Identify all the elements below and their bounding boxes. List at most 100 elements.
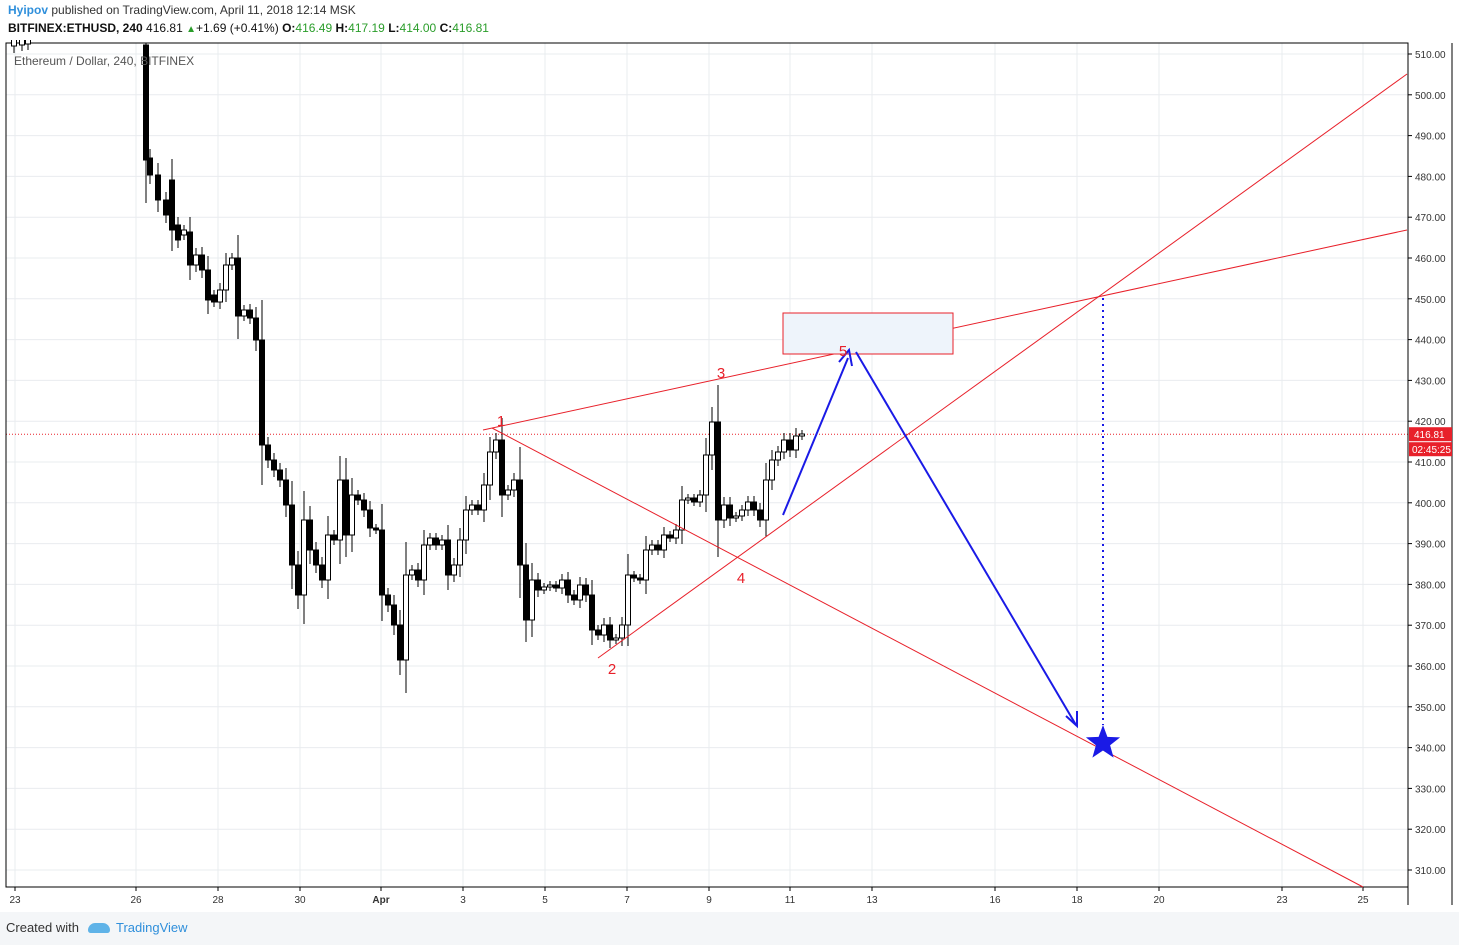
author-link[interactable]: Hyipov	[8, 3, 49, 17]
y-tick-label: 510.00	[1415, 50, 1446, 61]
x-tick-label: 16	[989, 895, 1001, 906]
candle-body	[259, 339, 265, 446]
candle-body	[751, 501, 757, 511]
x-tick-label: 5	[542, 895, 548, 906]
footer: Created with TradingView	[0, 912, 1459, 945]
star-icon	[1085, 725, 1121, 758]
tradingview-logo[interactable]: TradingView	[88, 920, 188, 935]
cloud-icon	[88, 922, 110, 933]
last-price: 416.81	[146, 21, 183, 35]
candle-body	[337, 479, 343, 541]
candle-body	[241, 309, 247, 317]
candle-body	[721, 504, 727, 521]
candle-body	[349, 494, 355, 536]
candle-body	[649, 544, 655, 551]
candle-body	[265, 444, 271, 461]
drawings: 1 2 3 4 5	[482, 73, 1408, 888]
x-tick-label: 18	[1071, 895, 1083, 906]
candle-body	[589, 594, 595, 631]
candle-body	[709, 421, 715, 456]
candle-body	[637, 577, 643, 581]
high-value: 417.19	[348, 21, 385, 35]
candle-body	[727, 504, 733, 519]
y-tick-label: 490.00	[1415, 132, 1446, 143]
candle-body	[415, 569, 421, 581]
y-tick-label: 430.00	[1415, 376, 1446, 387]
candle-body	[757, 509, 763, 521]
candle-body	[673, 529, 679, 539]
close-label: C:	[439, 21, 453, 35]
candle-body	[155, 174, 161, 201]
candle-body	[625, 574, 631, 626]
candle-body	[763, 479, 769, 521]
candle-body	[793, 435, 799, 451]
y-tick-label: 480.00	[1415, 172, 1446, 183]
x-tick-label: 11	[785, 895, 796, 906]
candle-body	[493, 439, 499, 453]
time-axis[interactable]: 23 26 28 30 Apr 3 5 7 9 11 13 16 18 20 23 25	[9, 887, 1369, 906]
y-tick-label: 380.00	[1415, 580, 1446, 591]
timer-tag-box	[1409, 442, 1452, 457]
y-tick-label: 330.00	[1415, 784, 1446, 795]
x-tick-label: 26	[130, 895, 142, 906]
candle-body	[205, 269, 211, 301]
candle-body	[787, 439, 793, 451]
candle-body	[553, 584, 559, 589]
chart-title: Ethereum / Dollar, 240, BITFINEX	[14, 54, 194, 68]
publish-info: Hyipov published on TradingView.com, Apr…	[8, 3, 356, 17]
chart-area[interactable]: 510.00 500.00 490.00 480.00 470.00 460.00 450.…	[0, 40, 1459, 910]
price-tag: 416.81	[1414, 430, 1445, 441]
y-tick-label: 440.00	[1415, 336, 1446, 347]
candle-body	[559, 579, 565, 589]
x-tick-label: 9	[706, 895, 712, 906]
candle-body	[409, 569, 415, 576]
candle-body	[799, 433, 805, 437]
candle-body	[325, 534, 331, 581]
candle-body	[607, 624, 613, 641]
candle-body	[565, 579, 571, 596]
projection-arrow-up	[782, 357, 849, 516]
y-tick-label: 450.00	[1415, 295, 1446, 306]
candle-body	[523, 564, 529, 621]
chart-header: Hyipov published on TradingView.com, Apr…	[0, 0, 1459, 40]
support-trendline	[597, 73, 1408, 659]
y-tick-label: 350.00	[1415, 703, 1446, 714]
candle-body	[451, 564, 457, 576]
candle-body	[211, 294, 217, 303]
candle-body	[355, 494, 361, 501]
candle-body	[685, 497, 691, 501]
candle-body	[421, 544, 427, 581]
candle-body	[175, 224, 181, 241]
candle-body	[775, 451, 781, 461]
candle-body	[319, 564, 325, 581]
wave-label: 2	[608, 661, 616, 678]
price-chart[interactable]: 510.00 500.00 490.00 480.00 470.00 460.00 450.…	[0, 40, 1459, 910]
y-tick-label: 420.00	[1415, 417, 1446, 428]
candle-body	[25, 40, 31, 45]
y-tick-label: 320.00	[1415, 825, 1446, 836]
low-label: L:	[388, 21, 400, 35]
candle-body	[19, 40, 25, 46]
candle-body	[661, 534, 667, 551]
candle-body	[217, 289, 223, 303]
candle-body	[667, 534, 673, 539]
candle-body	[277, 469, 283, 481]
candle-body	[487, 451, 493, 486]
x-tick-label: 7	[624, 895, 630, 906]
candle-body	[391, 604, 397, 626]
x-tick-label: 3	[460, 895, 466, 906]
y-tick-label: 340.00	[1415, 744, 1446, 755]
price-axis[interactable]: 510.00 500.00 490.00 480.00 470.00 460.00 450.…	[1408, 50, 1452, 877]
candle-body	[697, 494, 703, 503]
candle-body	[547, 584, 553, 588]
candle-body	[289, 504, 295, 566]
candle-body	[331, 534, 337, 541]
candle-body	[769, 459, 775, 481]
candle-body	[385, 594, 391, 606]
open-label: O:	[282, 21, 296, 35]
x-tick-label: 13	[866, 895, 878, 906]
candle-body	[373, 527, 379, 531]
candle-body	[499, 439, 505, 496]
candle-body	[439, 539, 445, 546]
tradingview-brand: TradingView	[116, 920, 188, 935]
